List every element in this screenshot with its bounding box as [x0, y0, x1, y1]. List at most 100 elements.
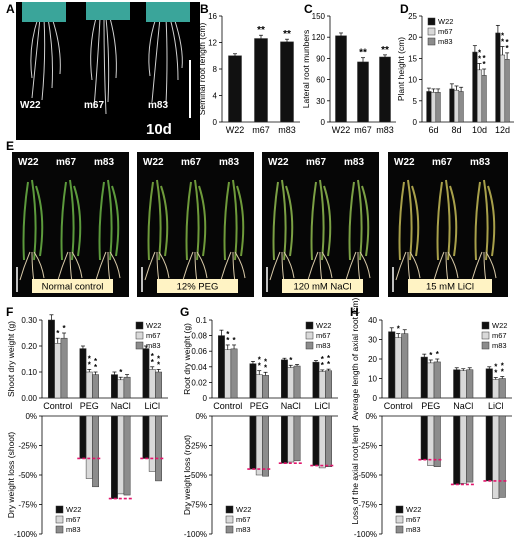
bar [254, 38, 268, 123]
legend-swatch [135, 321, 144, 330]
bar [318, 415, 326, 469]
legend-label: m67 [236, 515, 251, 524]
significance-mark: * [157, 360, 161, 369]
x-tick-label: Control [213, 401, 242, 411]
photo-a-label-m67: m67 [84, 100, 104, 111]
legend-label: m67 [146, 331, 161, 340]
leaf-tops [22, 2, 190, 22]
chart-h: 0 10 20 30 40 Average length of axial root (c… [350, 297, 512, 420]
legend-label: m67 [438, 27, 453, 36]
y-tick-label: 0.20 [21, 342, 37, 351]
bar [426, 91, 432, 123]
chart-f: 0.00 0.10 0.20 0.30 Shoot dry weight (g) Cont… [6, 314, 168, 411]
legend-swatch [395, 525, 404, 534]
photo-e-panel [388, 152, 508, 297]
significance-mark: * [94, 363, 98, 372]
significance-mark: ** [359, 48, 367, 59]
caption-box [282, 279, 363, 293]
bar [85, 415, 93, 479]
bar [142, 415, 150, 459]
photo-e-header: m67 [56, 157, 76, 168]
bar [293, 365, 301, 399]
y-tick-label: 0 [321, 118, 326, 127]
legend-label: W22 [438, 17, 453, 26]
legend-swatch [55, 505, 64, 514]
y-tick-label: 20 [368, 355, 377, 364]
significance-mark: * [506, 38, 510, 47]
legend-swatch [135, 331, 144, 340]
significance-mark: * [483, 54, 487, 63]
caption-box [157, 279, 238, 293]
y-tick-label: 0.10 [21, 368, 37, 377]
bar [48, 319, 55, 399]
legend-label: m67 [492, 331, 507, 340]
y-axis-label: Seminal root length (cm) [197, 23, 207, 116]
plant-image [57, 179, 83, 283]
legend-swatch [427, 17, 436, 26]
photo-a-label-m83: m83 [148, 100, 168, 111]
bar [476, 69, 483, 123]
legend-swatch [427, 37, 436, 46]
y-tick-label: 120 [312, 33, 326, 42]
x-tick-label: 10d [472, 125, 487, 135]
y-tick-label: 30 [368, 336, 377, 345]
photo-a: W22 m67 m83 10d [16, 2, 200, 140]
bar [498, 378, 506, 399]
significance-mark: ** [283, 29, 291, 40]
significance-mark: * [506, 44, 510, 53]
legend-swatch [225, 525, 234, 534]
y-axis-label: Root dry weight (g) [182, 323, 192, 395]
x-tick-label: LiCl [314, 401, 330, 411]
significance-mark: * [501, 368, 505, 377]
significance-mark: * [397, 325, 401, 334]
bar [499, 54, 506, 123]
x-tick-label: W22 [332, 125, 351, 135]
y-tick-label: 90 [316, 54, 325, 63]
bar [453, 369, 461, 399]
legend-label: m83 [236, 525, 251, 534]
x-tick-label: W22 [226, 125, 245, 135]
photo-e-header: m67 [432, 157, 452, 168]
chart-f2: 0% -25% -50% -75% -100% Dry weight loss (shoo… [6, 412, 168, 539]
panel-label-c: C [304, 2, 313, 16]
significance-mark: ** [381, 45, 389, 56]
bar [379, 56, 391, 123]
legend-label: W22 [406, 505, 421, 514]
bar [255, 374, 263, 399]
y-tick-label: 150 [312, 12, 326, 21]
bar [498, 415, 506, 498]
bar [218, 335, 225, 399]
y-tick-label: -25% [188, 442, 207, 451]
plant-image [395, 179, 421, 283]
bar [85, 371, 93, 399]
bar [453, 89, 460, 123]
bar [123, 376, 131, 399]
x-tick-label: Control [43, 401, 72, 411]
y-tick-label: 0.1 [196, 316, 208, 325]
photo-e-header: m67 [181, 157, 201, 168]
chart-g2: 0% -25% -50% -75% -100% Dry weight loss (root… [182, 412, 338, 539]
legend-swatch [305, 341, 314, 350]
photo-a-day-label: 10d [146, 121, 172, 138]
bar [228, 55, 242, 123]
x-tick-label: m67 [252, 125, 270, 135]
significance-mark: * [258, 362, 262, 371]
caption-text: 15 mM LiCl [426, 282, 474, 293]
legend-label: W22 [66, 505, 81, 514]
legend-label: m83 [146, 341, 161, 350]
significance-mark: * [264, 357, 268, 366]
bar [280, 41, 294, 123]
x-tick-label: NaCl [453, 401, 473, 411]
legend-swatch [55, 515, 64, 524]
bar [485, 415, 493, 482]
bar [148, 369, 156, 399]
photo-e-header: m83 [94, 157, 114, 168]
legend-label: m67 [316, 331, 331, 340]
photo-e-header: m83 [470, 157, 490, 168]
panel-label-d: D [400, 2, 409, 16]
legend-label: m67 [406, 515, 421, 524]
y-axis-label: Plant height (cm) [396, 37, 406, 101]
x-tick-label: PEG [421, 401, 440, 411]
legend-label: m83 [66, 525, 81, 534]
